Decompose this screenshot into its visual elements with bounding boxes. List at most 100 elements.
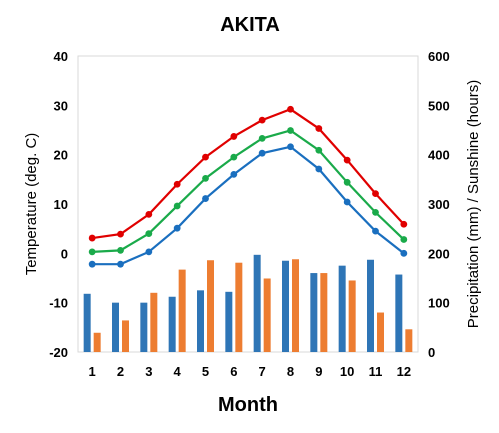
x-tick-label: 9 bbox=[315, 364, 322, 379]
bar bbox=[395, 274, 403, 352]
data-point bbox=[202, 195, 209, 202]
bar bbox=[225, 291, 233, 352]
bar bbox=[140, 302, 148, 352]
bar bbox=[310, 273, 318, 352]
data-point bbox=[145, 230, 153, 238]
bar bbox=[207, 260, 214, 352]
data-point bbox=[315, 125, 323, 132]
bar bbox=[168, 296, 176, 352]
bar bbox=[320, 273, 328, 352]
bar bbox=[253, 254, 261, 352]
data-point bbox=[400, 220, 408, 228]
bar bbox=[93, 332, 101, 352]
x-tick-label: 5 bbox=[202, 364, 209, 379]
x-axis-title: Month bbox=[218, 394, 278, 416]
bar bbox=[263, 278, 271, 352]
series-line bbox=[92, 108, 405, 240]
data-point bbox=[88, 248, 96, 256]
left-tick-label: 0 bbox=[61, 246, 68, 261]
x-tick-label: 7 bbox=[259, 364, 266, 379]
right-axis-title: Precipitation (mm) / Sunshine (hours) bbox=[465, 80, 482, 328]
x-tick-label: 1 bbox=[89, 364, 96, 379]
data-point bbox=[258, 116, 266, 124]
series-line bbox=[92, 145, 405, 266]
bar bbox=[367, 259, 374, 352]
data-point bbox=[343, 178, 351, 186]
series-line bbox=[92, 129, 405, 253]
bar bbox=[83, 293, 91, 352]
left-tick-label: 40 bbox=[54, 49, 68, 64]
bar bbox=[150, 292, 158, 352]
bar bbox=[292, 259, 299, 352]
right-tick-label: 0 bbox=[428, 345, 435, 360]
data-point bbox=[258, 149, 266, 157]
right-tick-label: 400 bbox=[428, 148, 450, 163]
left-tick-label: 30 bbox=[54, 98, 68, 113]
data-point bbox=[173, 180, 181, 188]
left-tick-label: 10 bbox=[54, 197, 68, 212]
data-point bbox=[202, 153, 209, 161]
data-point bbox=[117, 230, 124, 238]
line-group bbox=[88, 105, 408, 268]
data-point bbox=[343, 156, 351, 164]
bar bbox=[122, 320, 129, 352]
right-tick-label: 500 bbox=[428, 98, 450, 113]
data-point bbox=[173, 224, 181, 232]
data-point bbox=[343, 198, 351, 206]
x-tick-label: 8 bbox=[287, 364, 294, 379]
data-point bbox=[400, 249, 408, 257]
bar-group bbox=[83, 254, 413, 352]
data-point bbox=[202, 174, 209, 182]
data-point bbox=[88, 234, 96, 242]
x-tick-label: 11 bbox=[369, 364, 383, 379]
right-tick-label: 200 bbox=[428, 246, 450, 261]
left-tick-label: 20 bbox=[54, 148, 68, 163]
right-tick-label: 100 bbox=[428, 296, 450, 311]
bar bbox=[338, 265, 346, 352]
data-point bbox=[400, 236, 408, 243]
bar bbox=[235, 262, 243, 352]
data-point bbox=[230, 133, 238, 140]
data-point bbox=[145, 248, 153, 256]
left-tick-label: -20 bbox=[49, 345, 68, 360]
data-point bbox=[258, 134, 266, 142]
x-tick-label: 12 bbox=[397, 364, 411, 379]
left-axis-title: Temperature (deg. C) bbox=[23, 133, 40, 276]
bar bbox=[178, 269, 186, 352]
x-tick-label: 4 bbox=[174, 364, 182, 379]
data-point bbox=[315, 165, 323, 173]
plot-area bbox=[77, 55, 419, 353]
x-tick-label: 6 bbox=[230, 364, 237, 379]
bar bbox=[112, 302, 119, 352]
data-point bbox=[372, 208, 379, 216]
data-point bbox=[315, 146, 323, 154]
data-point bbox=[117, 246, 124, 254]
data-point bbox=[287, 105, 294, 113]
data-point bbox=[173, 202, 181, 210]
right-tick-label: 300 bbox=[428, 197, 450, 212]
right-tick-label: 600 bbox=[428, 49, 450, 64]
data-point bbox=[287, 143, 294, 151]
x-tick-label: 3 bbox=[145, 364, 152, 379]
right-axis-ticks: 0 100 200 300 400 500 600 bbox=[428, 49, 450, 360]
data-point bbox=[88, 260, 96, 268]
chart-title: AKITA bbox=[220, 14, 280, 36]
x-tick-label: 2 bbox=[117, 364, 124, 379]
bar bbox=[405, 329, 413, 352]
x-axis-ticks: 1 2 3 4 5 6 7 8 9 10 11 12 bbox=[89, 364, 412, 379]
data-point bbox=[230, 153, 238, 161]
bar bbox=[197, 290, 204, 352]
bar bbox=[348, 280, 356, 352]
bar bbox=[282, 260, 289, 352]
data-point bbox=[145, 210, 153, 218]
data-point bbox=[372, 190, 379, 198]
bar bbox=[377, 312, 384, 352]
data-point bbox=[117, 260, 124, 268]
left-tick-label: -10 bbox=[49, 296, 68, 311]
left-axis-ticks: -20 -10 0 10 20 30 40 bbox=[49, 49, 68, 360]
data-point bbox=[230, 171, 238, 178]
data-point bbox=[287, 127, 294, 134]
x-tick-label: 10 bbox=[340, 364, 354, 379]
data-point bbox=[372, 227, 379, 235]
